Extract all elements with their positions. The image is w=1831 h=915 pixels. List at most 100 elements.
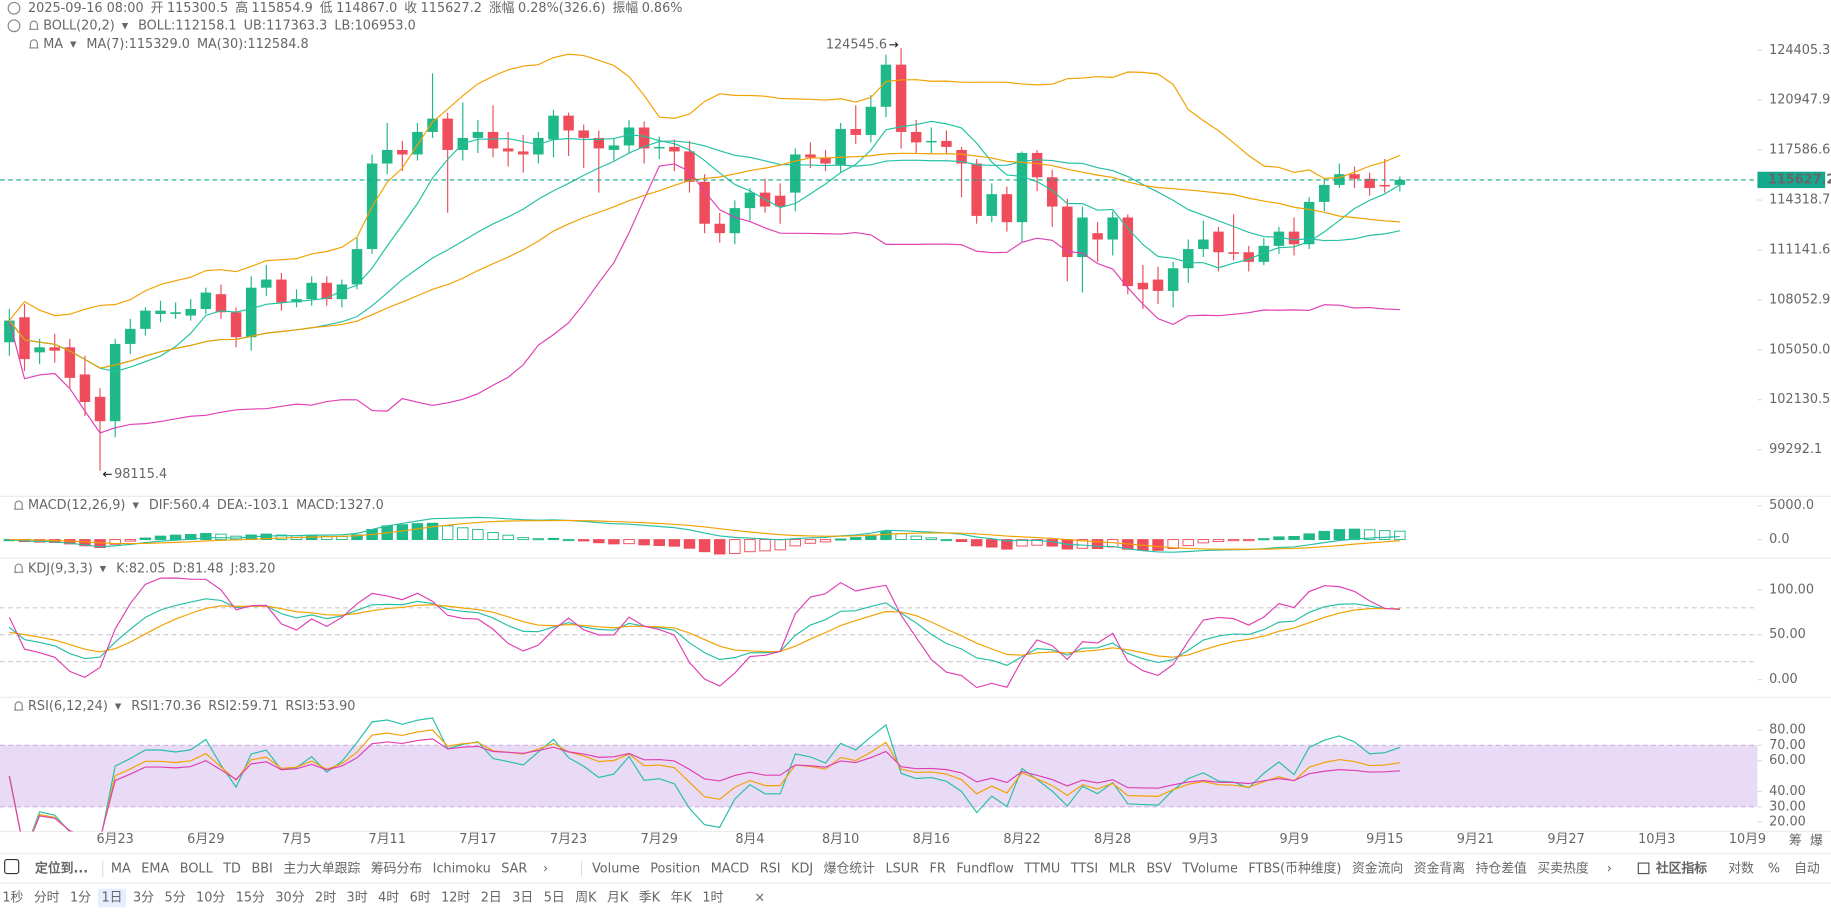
candle-body bbox=[1334, 174, 1345, 185]
toolbar-item[interactable]: EMA bbox=[141, 861, 169, 876]
toolbar-item[interactable]: 买卖热度 bbox=[1537, 860, 1588, 876]
dropdown[interactable]: ▾ bbox=[132, 498, 139, 513]
toolbar-item[interactable]: MACD bbox=[711, 861, 750, 876]
toolbar-item[interactable]: SAR bbox=[501, 861, 527, 876]
macd-bar bbox=[502, 534, 514, 541]
candle-body bbox=[427, 118, 438, 132]
y-tick-label: 5000.0 bbox=[1769, 498, 1814, 513]
toolbar-item[interactable]: 30分 bbox=[275, 891, 304, 906]
side-label[interactable]: 爆 bbox=[1810, 833, 1823, 848]
toolbar-item[interactable]: 年K bbox=[671, 891, 693, 906]
toolbar-item[interactable]: Ichimoku bbox=[433, 861, 491, 876]
x-tick-label: 7月17 bbox=[459, 832, 496, 847]
more-arrow[interactable]: › bbox=[1607, 861, 1612, 876]
toolbar-item[interactable]: 1日 bbox=[102, 891, 123, 906]
toolbar-item[interactable]: 资金背离 bbox=[1414, 860, 1465, 876]
toolbar-item[interactable]: 2日 bbox=[481, 891, 502, 906]
toolbar-item[interactable]: TD bbox=[222, 861, 241, 876]
dropdown[interactable]: ▾ bbox=[70, 37, 77, 52]
toolbar-item[interactable]: 15分 bbox=[236, 891, 265, 906]
candle-body bbox=[19, 317, 30, 360]
toolbar-item[interactable]: TTMU bbox=[1023, 861, 1060, 876]
candle-body bbox=[215, 294, 227, 313]
candle-body bbox=[1137, 282, 1149, 290]
toolbar-item[interactable]: RSI bbox=[760, 861, 781, 876]
toolbar-item[interactable]: MA bbox=[111, 861, 131, 876]
collapse-icon[interactable] bbox=[7, 1, 21, 15]
locate-button[interactable]: 定位到... bbox=[35, 860, 88, 876]
macd-bar bbox=[668, 539, 681, 547]
toolbar-item[interactable]: Position bbox=[650, 861, 700, 876]
toolbar-item[interactable]: 1秒 bbox=[2, 891, 23, 906]
toolbar-item[interactable]: 6时 bbox=[410, 891, 431, 906]
toolbar-item[interactable]: 5日 bbox=[544, 891, 565, 906]
toolbar-item[interactable]: FTBS(币种维度) bbox=[1248, 860, 1341, 876]
candle-body bbox=[986, 194, 998, 216]
toolbar-item[interactable]: FR bbox=[930, 861, 946, 876]
header-label: 涨幅 bbox=[489, 1, 515, 16]
indicator-value: RSI3:53.90 bbox=[285, 699, 355, 714]
candle-body bbox=[1092, 233, 1103, 240]
header-value: 114867.0 bbox=[336, 1, 397, 16]
toolbar-item[interactable]: 自动 bbox=[1794, 861, 1820, 876]
dropdown[interactable]: ▾ bbox=[100, 561, 107, 576]
candle-body bbox=[971, 163, 982, 216]
macd-bar bbox=[925, 537, 938, 541]
macd-bar bbox=[139, 537, 152, 541]
toolbar-item[interactable]: 月K bbox=[607, 891, 629, 906]
more-arrow[interactable]: › bbox=[543, 861, 548, 876]
macd-bar bbox=[1379, 530, 1391, 541]
toolbar-item[interactable]: 5分 bbox=[165, 891, 186, 906]
x-tick-label: 9月9 bbox=[1279, 832, 1308, 847]
dropdown[interactable]: ▾ bbox=[115, 699, 122, 714]
close-icon[interactable]: × bbox=[754, 891, 765, 906]
macd-bar bbox=[623, 539, 635, 545]
toolbar-item[interactable]: % bbox=[1768, 861, 1780, 876]
toolbar-item[interactable]: 周K bbox=[575, 891, 597, 906]
community-button[interactable]: 社区指标 bbox=[1655, 860, 1707, 876]
toolbar-item[interactable]: KDJ bbox=[791, 861, 813, 876]
dropdown[interactable]: ▾ bbox=[122, 18, 129, 33]
toolbar-item[interactable]: 对数 bbox=[1728, 861, 1754, 876]
toolbar-item[interactable]: MLR bbox=[1109, 861, 1136, 876]
indicator-value: K:82.05 bbox=[116, 561, 165, 576]
toolbar-item[interactable]: 3分 bbox=[133, 891, 154, 906]
k-line bbox=[8, 598, 1400, 666]
toolbar-item[interactable]: BSV bbox=[1146, 861, 1172, 876]
toolbar-item[interactable]: 3日 bbox=[512, 891, 533, 906]
side-label[interactable]: 筹 bbox=[1789, 832, 1802, 848]
toolbar-item[interactable]: Volume bbox=[592, 861, 640, 876]
toolbar-item[interactable]: 季K bbox=[639, 891, 661, 906]
toolbar-item[interactable]: 爆仓统计 bbox=[824, 861, 875, 876]
toolbar-item[interactable]: 持仓差值 bbox=[1476, 860, 1527, 876]
toolbar-item[interactable]: 1分 bbox=[70, 891, 91, 906]
header-label: 收 bbox=[404, 1, 417, 16]
toolbar-item[interactable]: 4时 bbox=[378, 891, 399, 906]
toolbar-item[interactable]: 资金流向 bbox=[1352, 860, 1403, 876]
collapse-icon[interactable] bbox=[7, 19, 21, 33]
toolbar-item[interactable]: LSUR bbox=[885, 861, 919, 876]
toolbar-item[interactable]: 主力大单跟踪 bbox=[283, 861, 360, 876]
toolbar-item[interactable]: TVolume bbox=[1181, 861, 1238, 876]
toolbar-item[interactable]: 3时 bbox=[347, 891, 368, 906]
candle-body bbox=[1016, 152, 1028, 223]
toolbar-item[interactable]: 1时 bbox=[702, 891, 723, 906]
bell-icon bbox=[14, 500, 24, 510]
toolbar-item[interactable]: Fundflow bbox=[956, 861, 1014, 876]
toolbar-item[interactable]: 筹码分布 bbox=[371, 860, 422, 876]
toolbar-item[interactable]: BOLL bbox=[180, 861, 214, 876]
calendar-icon[interactable] bbox=[4, 858, 20, 875]
candle-body bbox=[306, 282, 317, 300]
community-icon[interactable] bbox=[1637, 862, 1650, 875]
candle-body bbox=[276, 279, 287, 303]
macd-bar bbox=[1152, 539, 1164, 551]
toolbar-item[interactable]: TTSI bbox=[1070, 861, 1098, 876]
toolbar-item[interactable]: BBI bbox=[251, 861, 272, 876]
toolbar-item[interactable]: 12时 bbox=[441, 891, 470, 906]
toolbar-item[interactable]: 分时 bbox=[34, 891, 60, 906]
candle-body bbox=[1379, 184, 1390, 187]
toolbar-item[interactable]: 2时 bbox=[315, 891, 336, 906]
toolbar-item[interactable]: 10分 bbox=[196, 891, 225, 906]
macd-bar bbox=[1212, 539, 1225, 542]
